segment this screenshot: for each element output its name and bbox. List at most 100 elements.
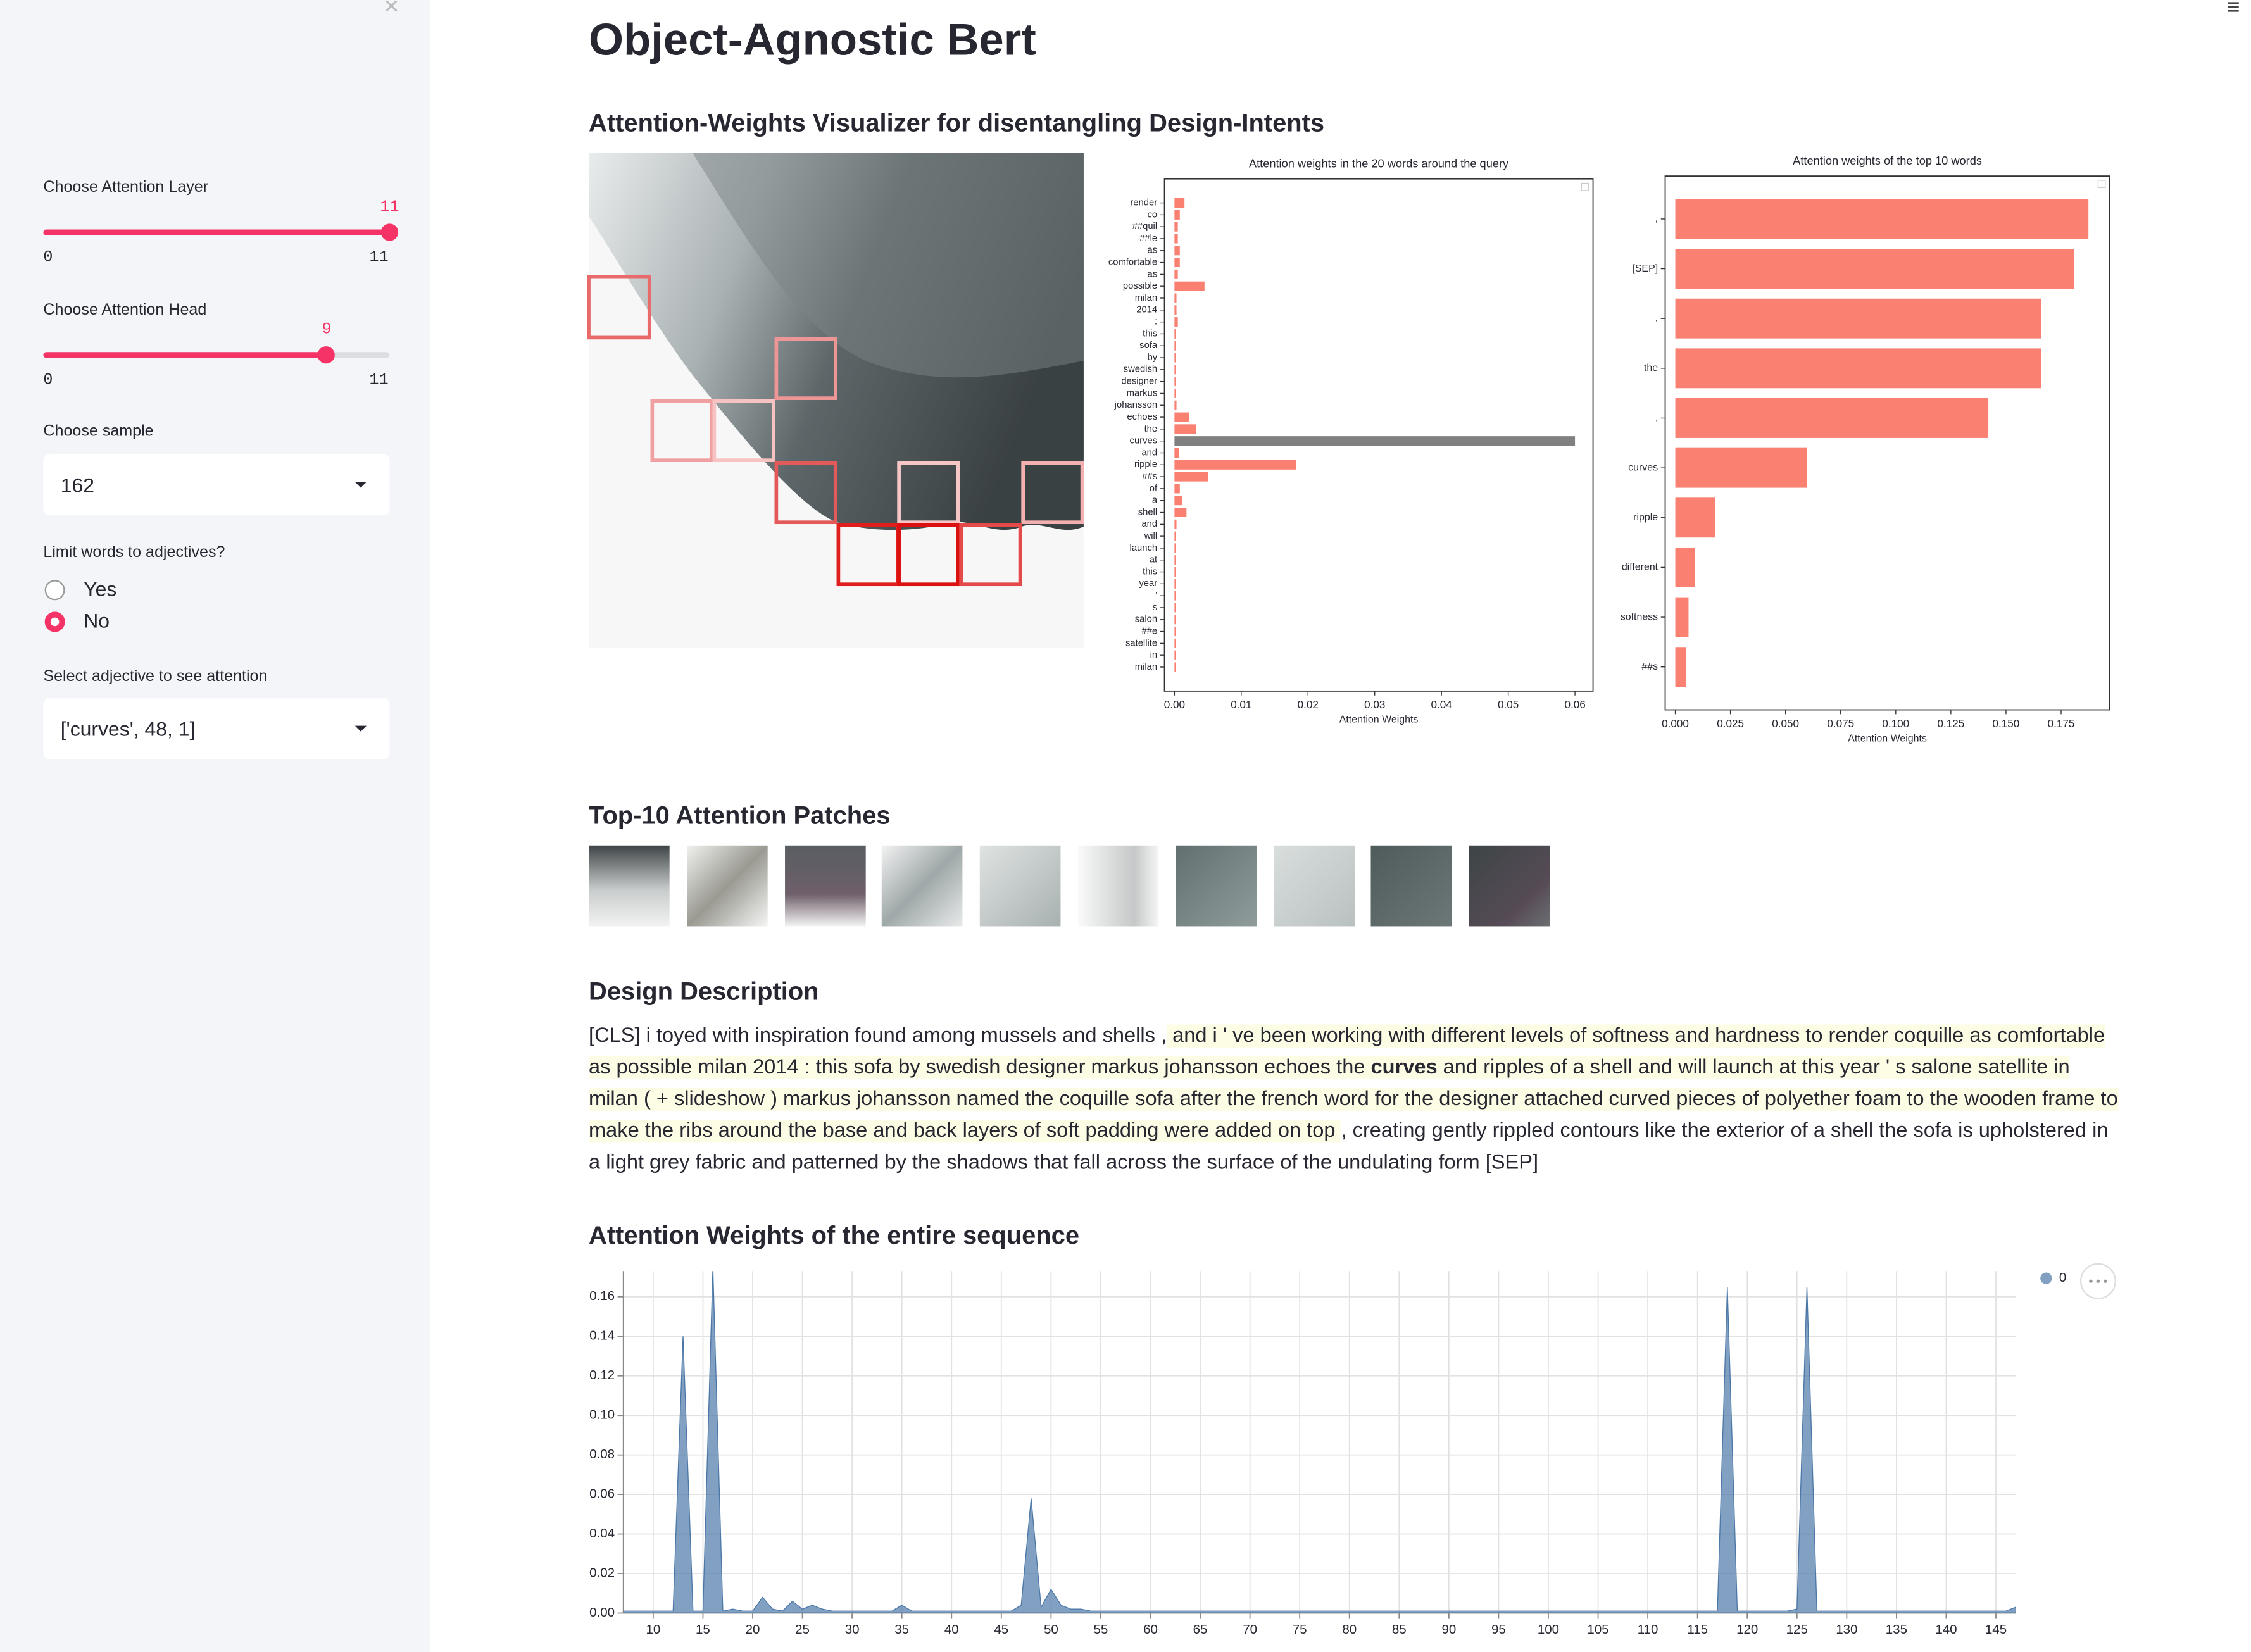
y-tick-label: co	[1148, 210, 1158, 220]
x-tick-label: 0.000	[1662, 718, 1689, 730]
x-tick-label: 70	[1243, 1622, 1257, 1637]
y-tick-label: 0.08	[589, 1447, 615, 1461]
select-label: Choose sample	[43, 422, 154, 441]
bar	[1174, 400, 1177, 410]
subtitle: Attention-Weights Visualizer for disenta…	[589, 108, 1325, 137]
y-tick-label: and	[1141, 519, 1157, 529]
y-tick-label: 0.16	[589, 1289, 615, 1303]
slider[interactable]: 11 0 11	[0, 199, 430, 272]
x-tick-label: 45	[994, 1622, 1008, 1637]
y-tick-label: milan	[1135, 293, 1157, 303]
plot-frame	[1664, 175, 2110, 711]
slider-max: 11	[369, 249, 389, 267]
x-tick-label: 115	[1687, 1622, 1708, 1637]
slider-fill	[43, 229, 390, 235]
bar	[1174, 424, 1196, 434]
page-title: Object-Agnostic Bert	[589, 14, 1036, 65]
slider-thumb[interactable]	[318, 346, 335, 364]
radio-button[interactable]	[44, 580, 65, 601]
y-tick-label: echoes	[1127, 412, 1157, 422]
slider-fill	[43, 352, 327, 358]
y-tick-label: markus	[1127, 388, 1158, 398]
radio-option[interactable]: Yes	[84, 577, 117, 601]
x-tick-label: 0.125	[1937, 718, 1964, 730]
x-tick-label: 20	[746, 1622, 760, 1637]
y-tick-label: 0.02	[589, 1565, 615, 1580]
slider-thumb[interactable]	[380, 223, 399, 241]
caret-icon	[354, 482, 367, 488]
slider-track	[43, 223, 399, 241]
radio-option[interactable]: No	[84, 608, 110, 632]
bar	[1174, 615, 1176, 625]
bar	[1174, 365, 1176, 375]
y-tick-label: johansson	[1114, 400, 1157, 410]
x-tick-label: 0.150	[1993, 718, 2020, 730]
y-tick-label: ripple	[1633, 512, 1658, 523]
slider-max: 11	[369, 372, 389, 390]
x-tick-label: 0.075	[1827, 718, 1854, 730]
bar	[1174, 650, 1176, 660]
y-tick-label: as	[1148, 246, 1158, 256]
bar	[1174, 603, 1176, 613]
x-tick-label: 0.050	[1772, 718, 1799, 730]
x-tick-label: 55	[1094, 1622, 1108, 1637]
menu-icon[interactable]: ≡	[2226, 0, 2240, 20]
chart-menu-button[interactable]	[2079, 1263, 2116, 1299]
y-tick-label: comfortable	[1108, 257, 1157, 267]
x-tick-label: 125	[1786, 1622, 1808, 1637]
x-tick-label: 0.04	[1431, 699, 1452, 711]
select-box[interactable]: 162	[43, 454, 390, 515]
plot-frame	[1163, 178, 1594, 692]
y-tick-label: s	[1153, 603, 1157, 613]
bar	[1174, 341, 1176, 351]
select-box[interactable]: ['curves', 48, 1]	[43, 698, 390, 760]
slider[interactable]: 9 0 11	[0, 322, 430, 394]
bar	[1675, 348, 2041, 389]
close-icon[interactable]: ×	[384, 0, 399, 20]
bar	[1174, 531, 1176, 541]
x-tick-label: 0.05	[1498, 699, 1519, 711]
x-tick-label: 100	[1538, 1622, 1559, 1637]
y-tick-label: ##s	[1641, 661, 1658, 672]
y-tick-label: ##le	[1139, 234, 1157, 244]
legend-box	[1581, 182, 1589, 191]
y-tick-label: ,	[1655, 213, 1658, 224]
description: [CLS] i toyed with inspiration found amo…	[589, 1020, 2124, 1179]
x-tick-label: 15	[696, 1622, 710, 1637]
slider-track	[43, 346, 390, 364]
bar	[1174, 281, 1205, 291]
x-tick-label: 65	[1193, 1622, 1208, 1637]
bar	[1174, 293, 1177, 303]
y-tick-label: 0.12	[589, 1368, 615, 1382]
y-tick-label: swedish	[1124, 365, 1157, 375]
radio-button[interactable]	[44, 611, 65, 632]
bar	[1174, 472, 1208, 482]
x-tick-label: 40	[944, 1622, 959, 1637]
y-tick-label: this	[1143, 566, 1157, 577]
y-tick-label: softness	[1621, 611, 1658, 622]
x-tick-label: 85	[1392, 1622, 1407, 1637]
area	[623, 1271, 2016, 1613]
bar	[1675, 547, 1695, 587]
bar	[1675, 199, 2089, 239]
y-tick-label: of	[1150, 484, 1158, 494]
attention-patches	[589, 845, 1550, 927]
bar	[1675, 298, 2041, 339]
bar	[1675, 398, 1989, 438]
bar	[1174, 222, 1178, 232]
section-heading: Attention Weights of the entire sequence	[589, 1220, 1080, 1250]
y-tick-label: curves	[1130, 436, 1158, 446]
bar	[1675, 447, 1807, 488]
slider-value: 11	[380, 199, 399, 216]
slider-min: 0	[43, 249, 53, 267]
x-tick-label: 60	[1143, 1622, 1158, 1637]
bar	[1174, 484, 1180, 494]
legend-label: 0	[2059, 1270, 2066, 1285]
y-tick-label: salon	[1135, 615, 1157, 625]
x-tick-label: 0.025	[1717, 718, 1744, 730]
x-tick-label: 120	[1736, 1622, 1758, 1637]
y-tick-label: different	[1622, 562, 1658, 573]
x-axis-label: Attention Weights	[1848, 733, 1927, 744]
section-heading: Design Description	[589, 977, 819, 1006]
